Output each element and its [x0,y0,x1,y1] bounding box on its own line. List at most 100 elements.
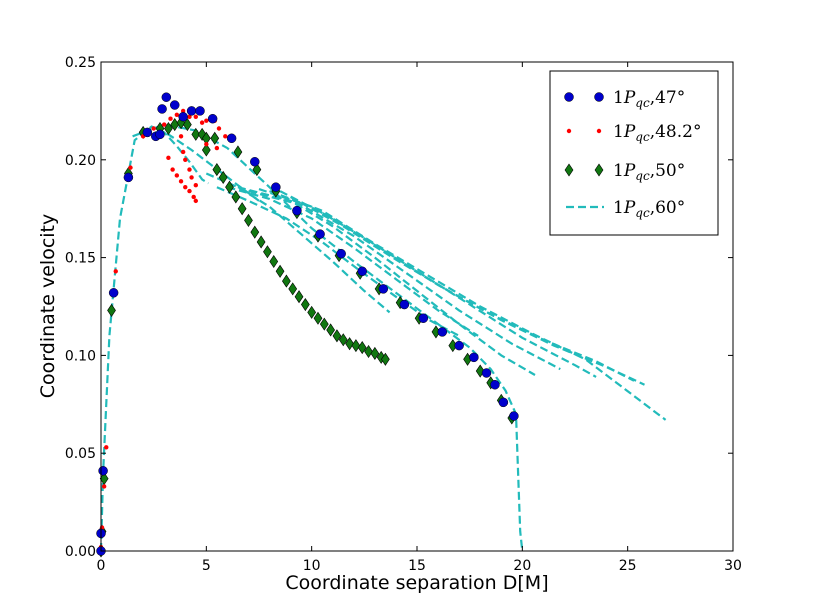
series-60deg-line [99,125,209,552]
series-50deg-point [332,329,342,343]
y-tick-label: 0.20 [65,153,96,169]
series-50deg-point [294,290,304,304]
legend-entry-50deg-label: 1Pqc,50° [613,161,685,183]
series-60deg-line [279,190,635,382]
legend-entry-47deg-label: 1Pqc,47° [613,88,685,110]
series-48-2deg-point [199,120,205,125]
series-50deg-point [233,145,243,159]
series-48-2deg-point [189,175,194,180]
series-50deg-point [256,235,266,249]
series-50deg-point [210,131,220,145]
series-50deg-point [164,121,173,136]
series-60deg-line [290,196,645,386]
series-48-2deg-point [187,114,192,119]
y-tick-label: 0.15 [65,251,96,267]
series-48-2deg-point [187,167,192,172]
series-50deg-point [183,118,192,132]
x-tick-label: 30 [724,558,742,574]
series-47deg-point [357,266,367,277]
series-47deg-point [271,182,281,192]
series-47deg-point [178,112,188,122]
series-47deg-point [399,299,410,310]
series-48-2deg-point [183,157,188,162]
series-50deg-point [326,323,335,337]
axis-ticks: 0 5 10 15 20 25 30 0.00 0.05 0.10 0.15 0.20 0.25 [65,55,742,574]
series-48-2deg-point [178,134,184,139]
series-60deg-line [205,172,391,314]
series-47deg-point [161,92,172,102]
series-48-2deg-point [216,126,222,131]
legend-entry-50deg-swatch [564,163,574,177]
series-48-2deg-point [193,114,198,119]
series-50deg-point [269,254,279,269]
series-47deg-point [108,288,119,298]
series-48-2deg-point [214,145,220,151]
x-tick-label: 10 [303,558,321,574]
series-47deg-point [157,104,167,114]
series-50deg-point [364,344,373,359]
series-47deg-point [490,379,500,390]
series-47deg-point [509,411,519,421]
series-47deg-point [292,205,302,216]
series-50deg-point [275,264,285,278]
series-60deg-line [258,188,597,378]
series-47deg-point [481,368,492,378]
series-47deg-point [207,113,218,124]
series-50deg-point [338,333,348,347]
series-47deg-point [498,397,509,408]
series-48-2deg-point [178,179,184,184]
series-47deg-point [123,172,134,183]
series-48-2deg-point [193,183,198,188]
series-48-2deg-point [170,167,175,172]
series-48-2deg-point [162,122,167,127]
y-tick-label: 0.00 [65,544,96,560]
series-48-2deg-point [113,269,118,274]
series-48-2deg-point [101,484,107,489]
series-50deg-point [345,337,354,351]
series-47deg-point [169,100,180,110]
series-47deg-point [195,106,205,116]
series-60deg-line [132,123,524,552]
series-47deg-point [315,229,325,239]
y-axis-label: Coordinate velocity [37,214,59,398]
legend-entry-47deg-swatch [594,92,604,102]
series-50deg-point [231,190,241,204]
series-60deg-line [237,186,536,376]
series-50deg-point [300,298,310,312]
series-50deg-point [307,305,317,319]
series-47deg-point [186,106,197,116]
series-48-2deg-point [204,141,209,147]
series-50deg-point [282,274,291,288]
y-tick-label: 0.25 [65,55,96,71]
series-48-2deg-point [104,445,109,450]
series-47deg-point [155,129,165,140]
series-47deg-point [226,133,237,144]
series-60deg-line [248,190,561,371]
series-47deg-point [142,127,153,138]
series-48-2deg-point [180,108,186,114]
series-50deg-point [351,339,361,353]
series-60deg-line [227,186,479,337]
series-50deg-point [263,245,272,259]
legend-entry-60deg-label: 1Pqc,60° [613,198,685,220]
legend-entry-48-2deg-label: 1Pqc,48.2° [613,122,701,144]
series-50deg-point [319,317,329,331]
legend-entry-48-2deg-swatch [566,128,572,134]
series-48-2deg-point [168,116,173,121]
series-47deg-point [378,284,389,294]
x-tick-label: 20 [513,558,531,574]
series-47deg-point [437,327,448,337]
series-50deg-point [252,163,262,177]
series-48-2deg-point [151,126,156,131]
y-tick-label: 0.05 [65,446,96,462]
series-50deg-point [212,163,222,177]
series-50deg-point [250,225,260,239]
x-tick-label: 25 [619,558,637,574]
series-50deg-point [313,311,323,325]
series-47deg-point [469,352,479,363]
series-50deg-point [288,282,298,296]
series-50deg-point [357,341,367,355]
series-48-2deg-point [223,134,228,139]
series-48-2deg-point [180,149,186,155]
